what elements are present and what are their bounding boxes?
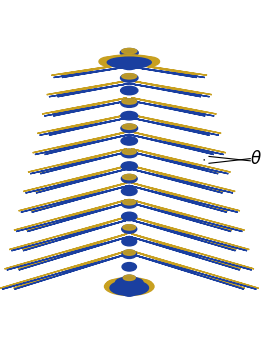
Polygon shape <box>49 84 129 97</box>
Ellipse shape <box>138 57 160 66</box>
Polygon shape <box>131 183 240 211</box>
Polygon shape <box>30 151 129 174</box>
Polygon shape <box>129 118 219 135</box>
Polygon shape <box>131 234 254 269</box>
Ellipse shape <box>123 275 135 280</box>
Polygon shape <box>131 98 216 114</box>
Polygon shape <box>0 251 127 288</box>
Polygon shape <box>129 168 233 193</box>
Ellipse shape <box>122 250 136 258</box>
Ellipse shape <box>120 74 138 82</box>
Ellipse shape <box>122 187 137 196</box>
Polygon shape <box>19 183 127 211</box>
Polygon shape <box>14 200 127 230</box>
Ellipse shape <box>120 61 138 70</box>
Polygon shape <box>33 132 127 153</box>
Polygon shape <box>26 168 129 193</box>
Polygon shape <box>131 149 230 172</box>
Polygon shape <box>7 237 129 270</box>
Ellipse shape <box>121 124 138 132</box>
Ellipse shape <box>121 99 138 107</box>
Polygon shape <box>129 134 224 155</box>
Ellipse shape <box>104 277 154 295</box>
Ellipse shape <box>116 277 143 288</box>
Ellipse shape <box>99 57 121 66</box>
Ellipse shape <box>122 199 137 208</box>
Ellipse shape <box>121 174 137 183</box>
Polygon shape <box>54 66 129 78</box>
Ellipse shape <box>123 250 136 255</box>
Ellipse shape <box>107 57 151 68</box>
Ellipse shape <box>122 288 136 296</box>
Polygon shape <box>9 217 127 250</box>
Ellipse shape <box>122 225 137 233</box>
Ellipse shape <box>121 112 138 120</box>
Ellipse shape <box>122 99 136 104</box>
Polygon shape <box>131 115 221 133</box>
Polygon shape <box>131 166 235 191</box>
Polygon shape <box>131 64 207 75</box>
Polygon shape <box>2 253 129 289</box>
Ellipse shape <box>106 280 125 291</box>
Polygon shape <box>21 185 129 212</box>
Polygon shape <box>131 81 212 95</box>
Ellipse shape <box>123 225 136 230</box>
Polygon shape <box>35 134 129 155</box>
Polygon shape <box>40 118 129 135</box>
Ellipse shape <box>102 55 157 67</box>
Ellipse shape <box>123 199 136 205</box>
Polygon shape <box>129 220 247 251</box>
Polygon shape <box>28 149 127 172</box>
Polygon shape <box>42 98 127 114</box>
Ellipse shape <box>110 280 148 295</box>
Polygon shape <box>37 115 127 133</box>
Polygon shape <box>131 200 244 230</box>
Ellipse shape <box>122 212 137 221</box>
Ellipse shape <box>133 280 153 291</box>
Ellipse shape <box>122 275 136 284</box>
Ellipse shape <box>121 162 137 170</box>
Polygon shape <box>131 251 258 288</box>
Polygon shape <box>129 151 228 174</box>
Polygon shape <box>23 166 127 191</box>
Ellipse shape <box>121 137 138 145</box>
Polygon shape <box>129 237 252 270</box>
Polygon shape <box>129 203 242 232</box>
Polygon shape <box>51 64 127 75</box>
Polygon shape <box>47 81 127 95</box>
Ellipse shape <box>110 59 126 67</box>
Ellipse shape <box>122 238 137 246</box>
Polygon shape <box>12 220 129 251</box>
Polygon shape <box>5 234 127 269</box>
Polygon shape <box>131 132 226 153</box>
Polygon shape <box>131 217 249 250</box>
Polygon shape <box>129 101 214 116</box>
Ellipse shape <box>132 59 148 67</box>
Ellipse shape <box>122 48 137 54</box>
Ellipse shape <box>121 86 138 95</box>
Polygon shape <box>129 185 238 212</box>
Polygon shape <box>16 203 129 232</box>
Ellipse shape <box>122 124 136 129</box>
Ellipse shape <box>121 149 138 158</box>
Text: $\theta$: $\theta$ <box>250 150 262 168</box>
Ellipse shape <box>120 48 138 57</box>
Polygon shape <box>44 101 129 116</box>
Ellipse shape <box>123 174 136 180</box>
Ellipse shape <box>122 149 136 155</box>
Polygon shape <box>129 84 210 97</box>
Polygon shape <box>129 66 205 78</box>
Ellipse shape <box>122 73 137 79</box>
Ellipse shape <box>122 263 136 271</box>
Polygon shape <box>129 253 256 289</box>
